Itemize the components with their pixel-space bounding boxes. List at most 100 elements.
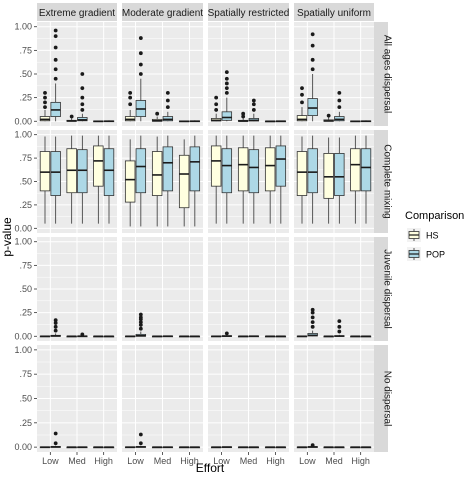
outlier-point [128,95,133,100]
box-pop-med [334,446,345,449]
y-tick-label: .25 [19,308,32,318]
outlier-point [80,95,85,100]
box-hs-high [350,446,361,449]
row-strip: Juvenile dispersal [374,237,393,341]
box-hs-low [210,335,222,338]
box-pop-high [275,135,287,224]
outlier-point [155,111,160,116]
box-pop-high [360,120,372,123]
outlier-point [80,72,85,76]
outlier-point [337,105,342,109]
facet-panel [208,22,289,126]
facet-panel [37,237,117,341]
box-pop-high [189,135,201,227]
facet-panel [294,130,374,233]
box-pop-high [360,335,372,338]
facet-panel [122,237,203,341]
outlier-point [53,67,58,72]
outlier-point [128,91,133,95]
row-strip: All ages dispersal [374,22,393,126]
y-tick-label: 0.00 [14,442,32,452]
x-tick-label: Low [299,456,316,466]
box-hs-low [296,86,308,122]
outlier-point [224,81,229,86]
y-tick-label: 1.00 [14,345,32,355]
outlier-point [138,62,143,67]
facet-panel [294,237,374,341]
x-tick-label: High [266,456,285,466]
outlier-point [53,76,58,81]
box-hs-low [39,136,51,224]
outlier-point [80,108,85,112]
outlier-point [310,324,315,329]
outlier-point [337,324,342,329]
box-hs-high [178,446,190,449]
row-strip-label: Juvenile dispersal [382,249,393,329]
box-iqr [124,160,136,203]
outlier-point [80,332,85,337]
outlier-point [53,328,58,333]
y-tick-label: .75 [19,369,32,379]
row-strip-label: No dispersal [382,371,393,427]
box-hs-med [66,446,77,449]
box-pop-med [248,335,260,338]
row-strip: Complete mixing [374,130,393,233]
facet-panel [208,237,289,341]
box-hs-med [151,136,163,227]
box-hs-low [39,335,51,338]
row-strip-label: Complete mixing [382,144,393,218]
box-hs-low [296,136,308,224]
outlier-point [138,315,143,320]
strip-background [122,3,203,21]
outlier-point [128,102,133,107]
y-tick-label: .75 [19,45,32,55]
outlier-point [138,51,143,56]
y-axes: 0.00 .25 .50 .75 1.00 0.00 .25 .50 .75 1.00 0.00 .2… [14,22,37,452]
box-pop-low [221,331,233,337]
box-hs-high [93,446,104,449]
box-pop-high [275,446,287,449]
box-pop-low [135,312,147,337]
outlier-point [224,91,229,95]
box-iqr [162,146,174,192]
legend-entry-hs: HS [407,228,439,242]
outlier-point [326,113,331,118]
strip-background [37,3,117,21]
box-pop-med [162,135,174,227]
box-hs-med [323,113,334,122]
outlier-point [251,108,256,112]
y-tick-label: .25 [19,93,32,103]
outlier-point [138,326,143,331]
box-pop-med [248,446,260,449]
box-iqr [151,151,163,196]
y-tick-label: .50 [19,394,32,404]
box-iqr [178,154,190,209]
box-hs-low [210,446,222,449]
y-axis-row: 0.00 .25 .50 .75 1.00 [14,237,37,341]
outlier-point [53,34,58,39]
outlier-point [80,102,85,107]
outlier-point [310,443,315,448]
column-strip: Moderate gradient [122,3,203,21]
box-hs-low [39,446,51,449]
box-hs-high [264,120,276,123]
outlier-point [337,329,342,334]
box-pop-low [307,135,318,224]
strip-background [374,130,388,233]
box-iqr [93,145,104,187]
box-hs-low [210,135,222,224]
outlier-point [138,72,143,76]
outlier-point [53,441,58,446]
outlier-point [310,320,315,324]
facet-panel [122,345,203,452]
y-tick-label: .50 [19,69,32,79]
x-tick-label: Med [68,456,86,466]
outlier-point [310,67,315,72]
box-hs-med [151,446,163,449]
box-hs-med [237,335,249,338]
x-tick-label: Med [325,456,343,466]
box-iqr [135,148,147,194]
y-tick-label: .75 [19,260,32,270]
box-hs-high [350,120,361,123]
y-tick-label: 1.00 [14,130,32,140]
